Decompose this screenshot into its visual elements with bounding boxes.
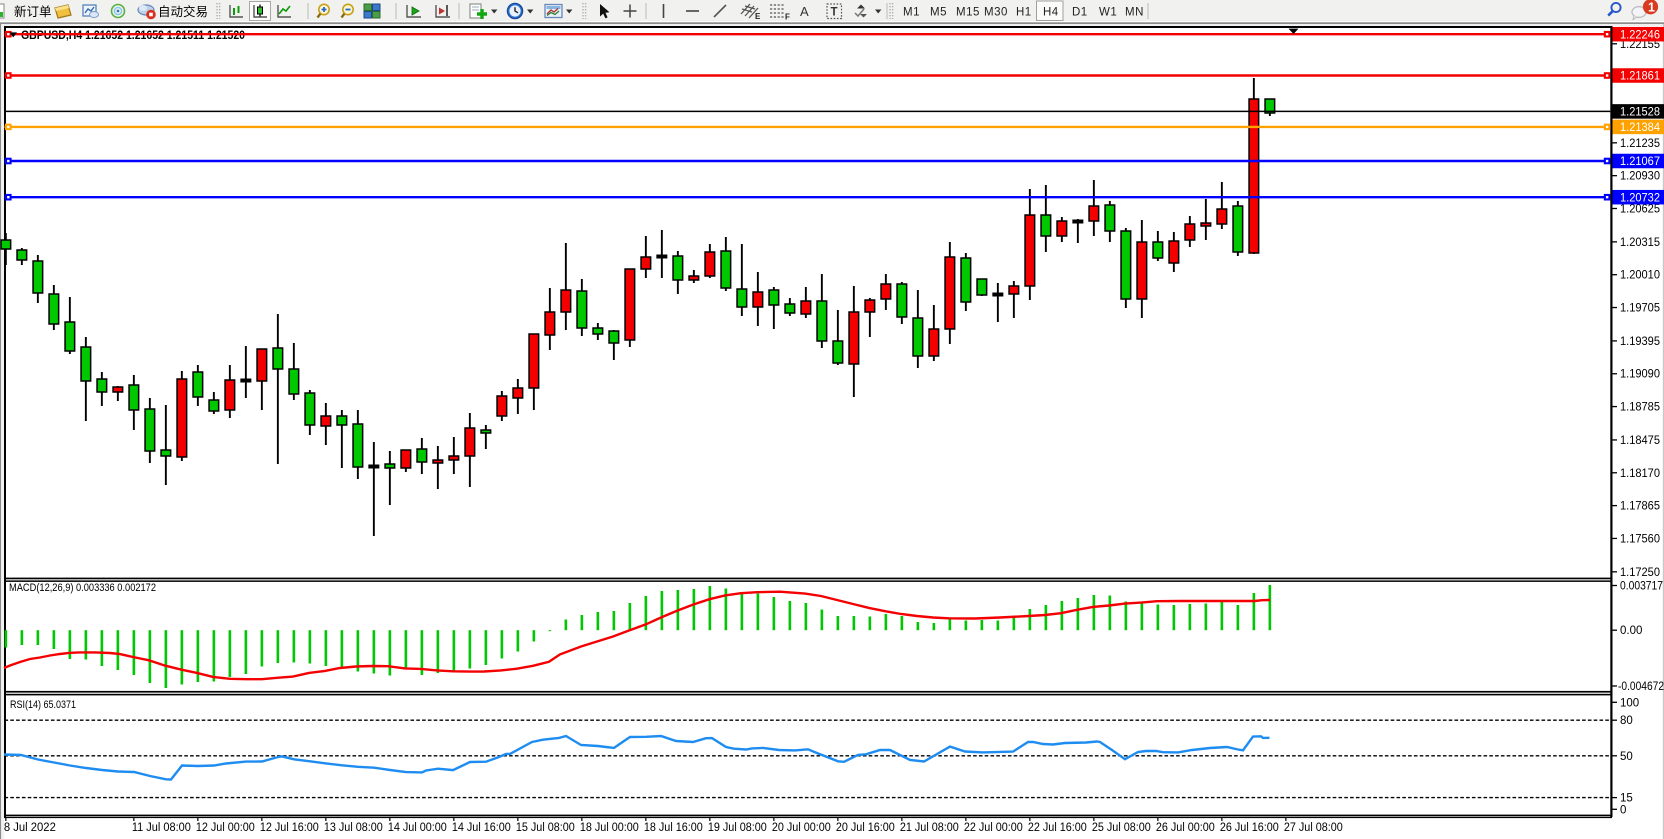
svg-text:1.20625: 1.20625 xyxy=(1620,204,1660,216)
svg-text:1.18785: 1.18785 xyxy=(1620,402,1660,414)
svg-text:1: 1 xyxy=(1648,0,1655,14)
svg-text:15 Jul 08:00: 15 Jul 08:00 xyxy=(516,822,575,834)
svg-text:1.17560: 1.17560 xyxy=(1620,533,1660,545)
svg-text:1.18170: 1.18170 xyxy=(1620,468,1660,480)
svg-text:12 Jul 00:00: 12 Jul 00:00 xyxy=(196,822,255,834)
svg-text:18 Jul 16:00: 18 Jul 16:00 xyxy=(644,822,703,834)
svg-text:自动交易: 自动交易 xyxy=(158,4,208,19)
svg-text:11 Jul 08:00: 11 Jul 08:00 xyxy=(132,822,191,834)
svg-text:1.19395: 1.19395 xyxy=(1620,336,1660,348)
svg-text:新订单: 新订单 xyxy=(14,4,52,19)
svg-text:0.00: 0.00 xyxy=(1620,625,1642,637)
svg-text:1.21067: 1.21067 xyxy=(1620,156,1660,168)
svg-text:1.21235: 1.21235 xyxy=(1620,138,1660,150)
svg-text:22 Jul 00:00: 22 Jul 00:00 xyxy=(964,822,1023,834)
svg-text:M30: M30 xyxy=(984,7,1008,19)
svg-text:14 Jul 16:00: 14 Jul 16:00 xyxy=(452,822,511,834)
svg-text:12 Jul 16:00: 12 Jul 16:00 xyxy=(260,822,319,834)
svg-text:RSI(14) 65.0371: RSI(14) 65.0371 xyxy=(10,699,76,711)
svg-text:H1: H1 xyxy=(1016,7,1032,19)
svg-text:0: 0 xyxy=(1620,804,1626,816)
svg-text:21 Jul 08:00: 21 Jul 08:00 xyxy=(900,822,959,834)
svg-text:26 Jul 00:00: 26 Jul 00:00 xyxy=(1156,822,1215,834)
svg-text:1.17865: 1.17865 xyxy=(1620,501,1660,513)
svg-text:MACD(12,26,9) 0.003336 0.00217: MACD(12,26,9) 0.003336 0.002172 xyxy=(9,582,156,594)
svg-text:1.20315: 1.20315 xyxy=(1620,237,1660,249)
svg-text:26 Jul 16:00: 26 Jul 16:00 xyxy=(1220,822,1279,834)
svg-text:80: 80 xyxy=(1620,715,1633,727)
svg-text:H4: H4 xyxy=(1043,7,1059,19)
svg-text:1.20930: 1.20930 xyxy=(1620,171,1660,183)
svg-text:W1: W1 xyxy=(1099,7,1117,19)
svg-text:1.20010: 1.20010 xyxy=(1620,270,1660,282)
svg-text:1.17250: 1.17250 xyxy=(1620,567,1660,579)
svg-text:13 Jul 08:00: 13 Jul 08:00 xyxy=(324,822,383,834)
svg-text:15: 15 xyxy=(1620,793,1633,805)
svg-text:1.22246: 1.22246 xyxy=(1620,29,1660,41)
svg-text:50: 50 xyxy=(1620,751,1633,763)
svg-text:18 Jul 00:00: 18 Jul 00:00 xyxy=(580,822,639,834)
svg-text:M5: M5 xyxy=(930,7,947,19)
svg-text:MN: MN xyxy=(1125,7,1144,19)
svg-text:E: E xyxy=(755,12,761,21)
svg-text:22 Jul 16:00: 22 Jul 16:00 xyxy=(1028,822,1087,834)
svg-text:20 Jul 00:00: 20 Jul 00:00 xyxy=(772,822,831,834)
svg-text:27 Jul 08:00: 27 Jul 08:00 xyxy=(1284,822,1343,834)
svg-text:0.003717: 0.003717 xyxy=(1620,581,1663,593)
svg-text:1.21528: 1.21528 xyxy=(1620,107,1660,119)
svg-text:1.22155: 1.22155 xyxy=(1620,39,1660,51)
svg-text:8 Jul 2022: 8 Jul 2022 xyxy=(4,822,56,834)
svg-text:25 Jul 08:00: 25 Jul 08:00 xyxy=(1092,822,1151,834)
svg-text:1.21384: 1.21384 xyxy=(1620,122,1661,134)
svg-text:-0.004672: -0.004672 xyxy=(1618,681,1664,693)
svg-text:T: T xyxy=(831,7,838,19)
svg-text:M1: M1 xyxy=(903,7,920,19)
svg-text:100: 100 xyxy=(1620,697,1639,709)
svg-text:1.18475: 1.18475 xyxy=(1620,435,1660,447)
svg-text:1.21861: 1.21861 xyxy=(1620,71,1660,83)
svg-text:1.19090: 1.19090 xyxy=(1620,369,1660,381)
svg-text:1.19705: 1.19705 xyxy=(1620,303,1660,315)
svg-text:A: A xyxy=(800,4,809,19)
svg-text:M15: M15 xyxy=(956,7,980,19)
svg-text:14 Jul 00:00: 14 Jul 00:00 xyxy=(388,822,447,834)
svg-text:1.20732: 1.20732 xyxy=(1620,192,1660,204)
svg-text:20 Jul 16:00: 20 Jul 16:00 xyxy=(836,822,895,834)
svg-text:D1: D1 xyxy=(1072,7,1088,19)
svg-text:19 Jul 08:00: 19 Jul 08:00 xyxy=(708,822,767,834)
svg-text:F: F xyxy=(785,13,790,22)
